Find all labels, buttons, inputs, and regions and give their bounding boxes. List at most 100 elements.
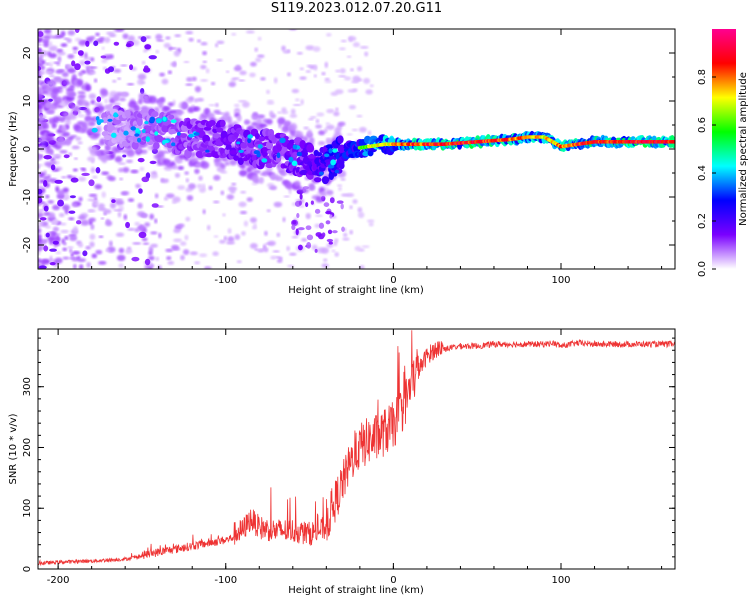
spectrogram-speckle [78, 196, 83, 202]
spectrogram-speckle [182, 249, 190, 256]
spectrogram-speckle [150, 173, 158, 179]
spectrogram-speckle [101, 171, 110, 176]
spectrogram-speckle [272, 250, 280, 253]
spectrogram-speckle [77, 114, 85, 118]
spectrogram-speckle [282, 49, 291, 54]
spectrogram-speckle [338, 186, 342, 191]
spectrogram-blob [297, 244, 303, 251]
snr-y-tick-label: 200 [22, 438, 33, 457]
spectrogram-speckle [213, 235, 219, 238]
spectrogram-speckle [49, 255, 53, 262]
spectrogram-ridge-mark [313, 177, 322, 183]
spectrogram-speckle [295, 98, 300, 102]
spectrogram-ridge-mark [324, 177, 330, 182]
spectrogram-speckle [212, 200, 220, 204]
spectrogram-speckle [52, 226, 59, 232]
spectrogram-speckle [150, 243, 158, 248]
spectrogram-speckle [340, 178, 346, 181]
spectrogram-speckle [215, 43, 219, 48]
spectrogram-speckle [157, 265, 162, 269]
spectrogram-ridge-mark [292, 151, 298, 158]
spectrogram-speckle [64, 119, 71, 125]
spectrogram-haze [92, 132, 101, 138]
spectrogram-speckle [52, 204, 61, 211]
spectrogram-speckle [57, 69, 66, 72]
spectrogram-speckle [155, 256, 160, 261]
spectrogram-speckle [148, 250, 153, 256]
spectrogram-speckle [140, 149, 148, 154]
spectrogram-speckle [38, 79, 42, 86]
snr-y-ticks: 0 100 200 300 [22, 337, 675, 572]
spectrogram-speckle [208, 185, 213, 191]
spectrogram-ridge-mark [212, 133, 221, 139]
spectrogram-speckle [291, 88, 300, 94]
spectrogram-speckle [78, 243, 84, 248]
spectrogram-speckle [326, 108, 335, 114]
spectrogram-speckle [115, 232, 125, 237]
spectrogram-speckle [88, 93, 97, 100]
spectrogram-speckle [188, 96, 195, 101]
spectrogram-blob [302, 186, 310, 190]
spectrogram-ridge-mark [216, 127, 224, 133]
spectrogram-speckle [200, 41, 208, 46]
spectrogram-speckle [233, 103, 240, 107]
spectrogram-speckle [339, 68, 346, 74]
spectrogram-speckle [266, 209, 271, 213]
spectrogram-hotspot [261, 158, 268, 163]
spectrogram-haze [148, 95, 157, 104]
spectrogram-speckle [60, 30, 66, 37]
spectrogram-speckle [305, 45, 315, 51]
spectrogram-speckle [185, 30, 194, 35]
spectrogram-speckle [234, 234, 241, 241]
spectrogram-speckle [245, 30, 255, 34]
spectrogram-speckle [64, 197, 69, 201]
spectrogram-speckle [335, 69, 341, 73]
spectrogram-speckle [60, 43, 68, 47]
spectrogram-speckle [91, 253, 98, 259]
spectrogram-blob [296, 213, 300, 219]
colorbar: 0.0 0.2 0.4 0.6 0.8 Normalized spectral ampl… [697, 29, 749, 277]
spectrogram-speckle [357, 207, 363, 213]
spectrogram-speckle [281, 45, 286, 52]
spectrogram-haze [160, 97, 166, 104]
spectrogram-speckle [86, 262, 91, 268]
spectrogram-speckle [38, 56, 43, 62]
spectrogram-speckle [149, 213, 155, 220]
spectrogram-blob [125, 43, 132, 48]
spectrogram-speckle [241, 101, 250, 108]
spectrogram-blob [326, 238, 334, 243]
spectrogram-haze [62, 79, 70, 86]
spectrogram-haze [213, 109, 221, 114]
spectrogram-haze [259, 123, 268, 128]
spectrogram-speckle [333, 111, 340, 117]
spectrogram-speckle [134, 227, 140, 233]
spectrogram-speckle [141, 237, 148, 242]
spectrogram-speckle [289, 252, 297, 256]
spectrogram-speckle [72, 51, 78, 54]
spectrogram-speckle [88, 209, 94, 213]
spectrogram-speckle [98, 260, 107, 265]
spectrogram-hotspot [176, 131, 181, 136]
spectrogram-speckle [81, 168, 87, 172]
spectrogram-speckle [296, 51, 303, 55]
spectrogram-speckle [113, 198, 123, 201]
colorbar-ticks: 0.0 0.2 0.4 0.6 0.8 [697, 69, 716, 277]
spectrogram-speckle [177, 185, 186, 190]
spectrogram-blob [336, 200, 344, 204]
spectrogram-hotspot [137, 137, 142, 143]
spectrogram-speckle [352, 42, 360, 48]
spectrogram-speckle [189, 251, 198, 256]
spectrogram-haze [61, 139, 68, 146]
spectrogram-speckle [100, 217, 104, 220]
spectrogram-ridge-mark [104, 135, 112, 141]
spectrogram-blob [122, 154, 127, 158]
spectrogram-speckle [321, 263, 329, 268]
colorbar-tick-label: 0.8 [697, 69, 708, 85]
spectrogram-speckle [184, 171, 189, 175]
spectrogram-speckle [277, 111, 282, 114]
spectrogram-speckle [62, 187, 69, 193]
spectrogram-ridge-mark [316, 152, 323, 157]
spectrogram-ridge-mark [131, 141, 139, 150]
spectrogram-blob [50, 164, 56, 171]
spectrogram-blob [81, 172, 90, 176]
